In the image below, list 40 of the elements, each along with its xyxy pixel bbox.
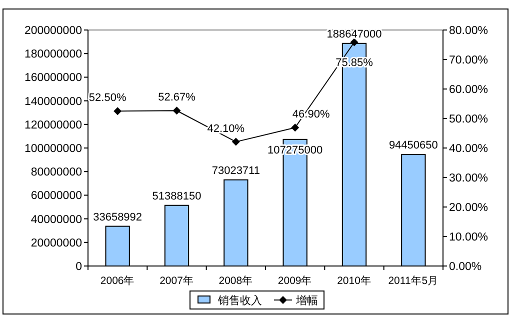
data-label: 52.50% (88, 92, 126, 104)
y-tick-label: 200000000 (24, 25, 82, 37)
y2-tick-label: 80.00% (449, 25, 488, 37)
y-tick-label: 120000000 (24, 119, 82, 132)
y-tick-label: 180000000 (24, 48, 82, 61)
data-label: 51388150 (152, 190, 202, 202)
y2-tick-label: 10.00% (449, 232, 488, 244)
data-label: 52.67% (158, 92, 196, 104)
point (172, 106, 181, 115)
data-label: 188647000 (326, 28, 382, 40)
y-tick-label: 160000000 (24, 72, 82, 84)
point (350, 38, 358, 46)
y2-tick-label: 30.00% (449, 172, 488, 184)
data-label: 33658992 (93, 211, 142, 224)
y-tick-label: 80000000 (30, 166, 82, 179)
x-tick-label: 2010年 (337, 275, 372, 287)
y2-tick-label: 60.00% (449, 84, 488, 96)
x-tick-label: 2006年 (100, 275, 135, 287)
y-tick-label: 140000000 (24, 96, 82, 108)
y2-tick-label: 0.00% (449, 261, 482, 273)
y-tick-label: 20000000 (30, 237, 82, 250)
legend-label: 销售收入 (217, 294, 262, 307)
y-tick-label: 0 (76, 261, 82, 273)
x-tick-label: 2008年 (218, 275, 254, 287)
point (291, 124, 300, 132)
x-tick-label: 2009年 (278, 275, 312, 287)
data-label: 73023711 (212, 164, 260, 177)
y2-tick-label: 20.00% (449, 202, 488, 214)
data-label: 94450650 (388, 140, 438, 152)
y-tick-label: 40000000 (30, 214, 82, 226)
y2-tick-label: 40.00% (449, 143, 488, 155)
y-tick-label: 60000000 (30, 190, 82, 202)
y2-tick-label: 70.00% (449, 54, 488, 66)
y2-tick-label: 50.00% (449, 114, 488, 126)
y-tick-label: 100000000 (24, 143, 82, 155)
x-tick-label: 2011年5月 (388, 275, 439, 287)
x-tick-label: 2007年 (160, 275, 194, 287)
point (114, 107, 122, 116)
point (232, 138, 240, 146)
legend-label: 增幅 (295, 295, 318, 307)
